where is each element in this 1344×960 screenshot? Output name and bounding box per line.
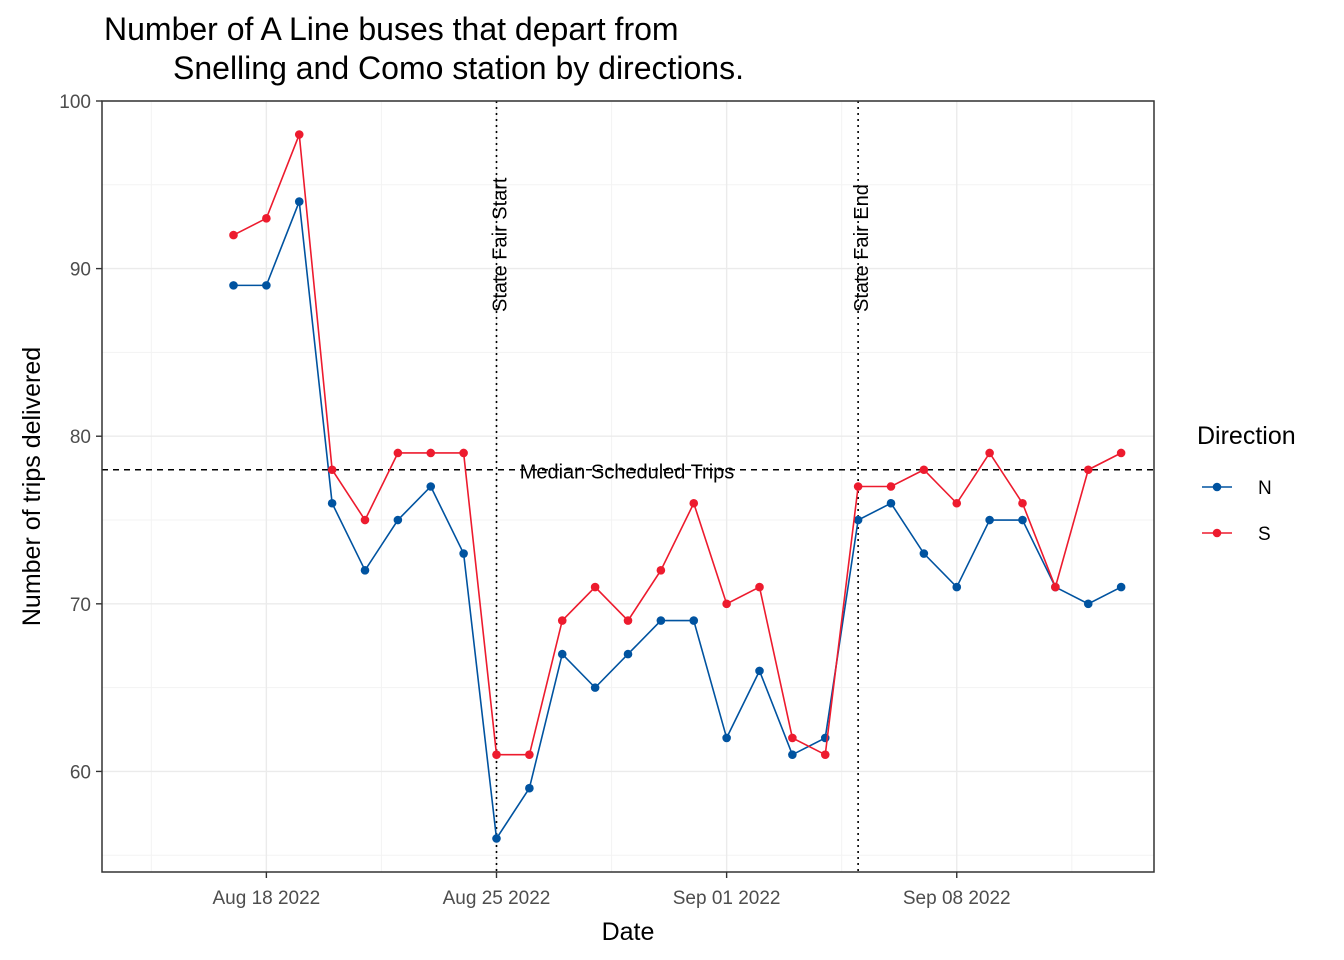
y-axis-title: Number of trips delivered: [18, 347, 46, 626]
point-S-2022-08-24: [459, 448, 468, 458]
legend-title: Direction: [1197, 422, 1296, 450]
point-N-2022-08-19: [294, 197, 304, 206]
point-S-2022-09-05: [853, 482, 863, 491]
y-axis: 60 70 80 90 100: [59, 92, 102, 783]
point-N-2022-08-31: [689, 616, 699, 625]
point-S-2022-08-23: [426, 448, 436, 458]
point-S-2022-08-25: [492, 750, 501, 759]
point-N-2022-08-27: [557, 649, 567, 659]
point-S-2022-09-09: [985, 448, 994, 458]
point-N-2022-08-24: [459, 549, 468, 558]
x-axis: Aug 18 2022 Aug 25 2022 Sep 01 2022 Sep 08 …: [212, 872, 1011, 909]
point-S-2022-09-01: [722, 599, 731, 609]
series-group: [229, 130, 1126, 843]
y-tick-label: 60: [70, 762, 91, 783]
point-N-2022-09-02: [755, 666, 764, 676]
point-S-2022-08-27: [557, 616, 567, 625]
point-S-2022-08-17: [229, 230, 238, 240]
point-N-2022-08-18: [262, 281, 271, 290]
point-S-2022-09-12: [1083, 465, 1093, 475]
legend-key-point-S: [1212, 528, 1222, 538]
point-N-2022-08-23: [426, 482, 436, 491]
point-N-2022-08-17: [229, 281, 238, 290]
x-tick-label: Aug 25 2022: [443, 888, 551, 909]
point-N-2022-09-09: [985, 515, 994, 525]
point-S-2022-09-02: [755, 582, 764, 592]
point-N-2022-09-12: [1083, 599, 1093, 609]
vline-label-0: State Fair Start: [490, 177, 512, 312]
x-axis-title: Date: [602, 918, 655, 946]
point-N-2022-09-08: [952, 582, 962, 592]
series-line-N: [233, 201, 1122, 841]
reference-lines: Median Scheduled Trips State Fair Start St…: [102, 101, 1154, 872]
y-tick-label: 80: [70, 427, 91, 448]
chart-title-line2: Snelling and Como station by directions.: [173, 50, 744, 86]
point-N-2022-09-07: [919, 549, 929, 558]
point-N-2022-09-13: [1116, 582, 1126, 592]
x-tick-label: Sep 08 2022: [903, 888, 1011, 909]
point-S-2022-09-03: [788, 733, 797, 743]
point-N-2022-08-26: [525, 783, 534, 793]
point-S-2022-09-07: [919, 465, 929, 475]
point-S-2022-08-30: [656, 566, 666, 575]
point-S-2022-08-29: [623, 616, 633, 625]
point-S-2022-08-28: [590, 582, 600, 592]
point-S-2022-08-22: [393, 448, 403, 458]
chart-title-line1: Number of A Line buses that depart from: [104, 11, 679, 47]
point-N-2022-09-10: [1018, 515, 1027, 525]
point-S-2022-08-20: [327, 465, 337, 475]
legend-key-point-N: [1212, 482, 1222, 492]
point-N-2022-08-21: [360, 566, 370, 575]
point-S-2022-09-04: [820, 750, 830, 759]
point-N-2022-08-25: [492, 834, 501, 843]
point-N-2022-09-06: [886, 498, 896, 508]
point-S-2022-09-13: [1116, 448, 1126, 458]
legend: Direction N S: [1197, 422, 1296, 545]
point-S-2022-08-26: [525, 750, 534, 759]
point-N-2022-08-30: [656, 616, 666, 625]
point-N-2022-08-28: [590, 683, 600, 692]
point-N-2022-09-03: [788, 750, 797, 759]
y-tick-label: 90: [70, 260, 91, 281]
median-hline-label: Median Scheduled Trips: [520, 462, 735, 484]
point-N-2022-08-22: [393, 515, 403, 525]
point-S-2022-09-11: [1051, 582, 1060, 592]
point-S-2022-08-18: [262, 214, 271, 223]
y-tick-label: 70: [70, 595, 91, 616]
grid-lines: [102, 100, 1154, 872]
point-S-2022-08-19: [294, 130, 304, 139]
point-S-2022-08-21: [360, 515, 370, 525]
point-S-2022-08-31: [689, 498, 699, 508]
point-S-2022-09-10: [1018, 498, 1027, 508]
plot-panel-border: [101, 100, 1155, 873]
y-tick-label: 100: [59, 92, 91, 113]
legend-label-S: S: [1258, 524, 1271, 545]
point-N-2022-08-29: [623, 649, 633, 659]
point-N-2022-08-20: [327, 498, 337, 508]
x-tick-label: Sep 01 2022: [673, 888, 781, 909]
vline-label-1: State Fair End: [851, 184, 873, 312]
series-line-S: [233, 134, 1122, 756]
x-tick-label: Aug 18 2022: [212, 888, 320, 909]
point-N-2022-09-01: [722, 733, 731, 743]
point-S-2022-09-08: [952, 498, 962, 508]
point-S-2022-09-06: [886, 482, 896, 491]
point-N-2022-09-05: [853, 515, 863, 525]
legend-label-N: N: [1258, 478, 1272, 499]
